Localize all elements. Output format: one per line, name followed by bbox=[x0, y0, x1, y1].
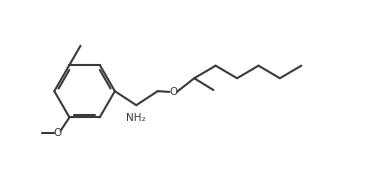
Text: NH₂: NH₂ bbox=[127, 113, 146, 123]
Text: O: O bbox=[53, 128, 62, 138]
Text: O: O bbox=[169, 87, 177, 97]
